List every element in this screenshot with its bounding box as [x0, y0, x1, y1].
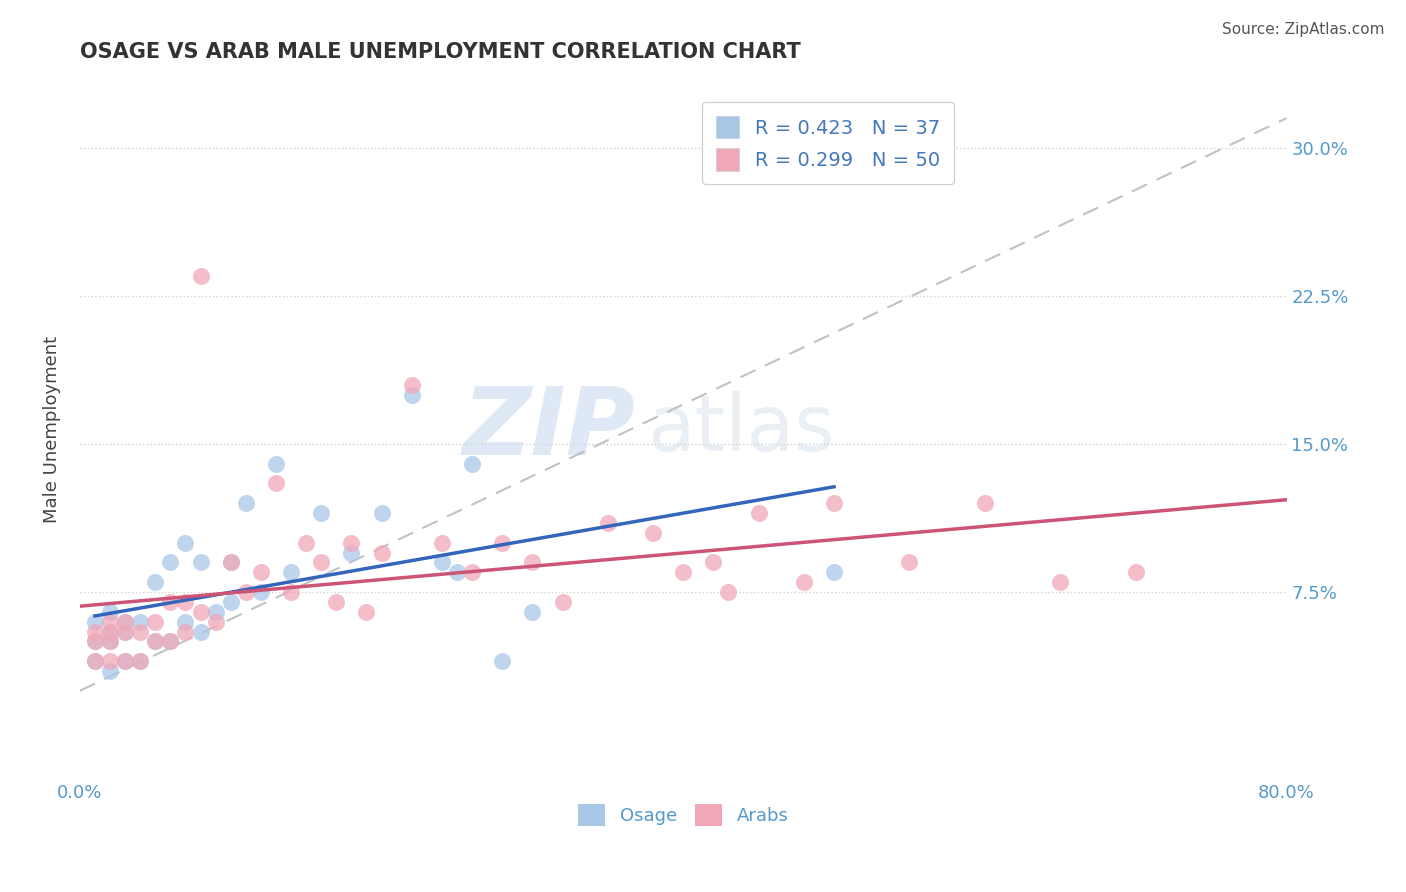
Point — [190, 555, 212, 569]
Point — [325, 595, 347, 609]
Point — [98, 654, 121, 668]
Point — [84, 624, 107, 639]
Legend: Osage, Arabs: Osage, Arabs — [571, 797, 796, 834]
Point — [461, 457, 484, 471]
Text: OSAGE VS ARAB MALE UNEMPLOYMENT CORRELATION CHART: OSAGE VS ARAB MALE UNEMPLOYMENT CORRELAT… — [80, 42, 800, 62]
Point — [98, 624, 121, 639]
Point — [174, 624, 197, 639]
Point — [295, 535, 318, 549]
Point — [129, 624, 152, 639]
Point — [114, 654, 136, 668]
Point — [793, 575, 815, 590]
Point — [84, 654, 107, 668]
Point — [129, 654, 152, 668]
Point — [401, 387, 423, 401]
Point — [84, 654, 107, 668]
Point — [280, 585, 302, 599]
Point — [98, 634, 121, 648]
Point — [1125, 566, 1147, 580]
Point — [748, 506, 770, 520]
Point — [491, 535, 513, 549]
Point — [114, 624, 136, 639]
Point — [823, 496, 845, 510]
Point — [309, 555, 332, 569]
Point — [159, 634, 181, 648]
Point — [143, 615, 166, 629]
Point — [551, 595, 574, 609]
Point — [98, 624, 121, 639]
Point — [522, 555, 544, 569]
Point — [114, 654, 136, 668]
Point — [84, 634, 107, 648]
Point — [898, 555, 921, 569]
Point — [159, 555, 181, 569]
Point — [370, 545, 392, 559]
Point — [461, 566, 484, 580]
Point — [174, 615, 197, 629]
Point — [491, 654, 513, 668]
Point — [974, 496, 997, 510]
Point — [264, 457, 287, 471]
Point — [143, 634, 166, 648]
Point — [522, 605, 544, 619]
Point — [190, 605, 212, 619]
Point — [98, 664, 121, 678]
Point — [84, 634, 107, 648]
Point — [264, 476, 287, 491]
Point — [98, 605, 121, 619]
Point — [84, 615, 107, 629]
Point — [1049, 575, 1071, 590]
Point — [430, 555, 453, 569]
Point — [129, 654, 152, 668]
Point — [672, 566, 695, 580]
Point — [356, 605, 378, 619]
Point — [401, 377, 423, 392]
Point — [717, 585, 740, 599]
Text: atlas: atlas — [647, 391, 835, 467]
Point — [823, 566, 845, 580]
Point — [174, 535, 197, 549]
Point — [340, 545, 363, 559]
Point — [641, 525, 664, 540]
Text: ZIP: ZIP — [463, 383, 636, 475]
Point — [219, 595, 242, 609]
Point — [219, 555, 242, 569]
Point — [235, 496, 257, 510]
Point — [204, 615, 226, 629]
Point — [446, 566, 468, 580]
Point — [190, 268, 212, 283]
Point — [219, 555, 242, 569]
Point — [204, 605, 226, 619]
Point — [340, 535, 363, 549]
Point — [430, 535, 453, 549]
Point — [250, 566, 273, 580]
Point — [159, 634, 181, 648]
Point — [143, 634, 166, 648]
Point — [174, 595, 197, 609]
Point — [596, 516, 619, 530]
Point — [129, 615, 152, 629]
Point — [370, 506, 392, 520]
Point — [143, 575, 166, 590]
Point — [98, 615, 121, 629]
Point — [235, 585, 257, 599]
Point — [702, 555, 724, 569]
Point — [190, 624, 212, 639]
Point — [98, 634, 121, 648]
Point — [114, 624, 136, 639]
Point — [114, 615, 136, 629]
Point — [114, 615, 136, 629]
Point — [250, 585, 273, 599]
Point — [280, 566, 302, 580]
Y-axis label: Male Unemployment: Male Unemployment — [44, 335, 60, 523]
Point — [309, 506, 332, 520]
Text: Source: ZipAtlas.com: Source: ZipAtlas.com — [1222, 22, 1385, 37]
Point — [159, 595, 181, 609]
